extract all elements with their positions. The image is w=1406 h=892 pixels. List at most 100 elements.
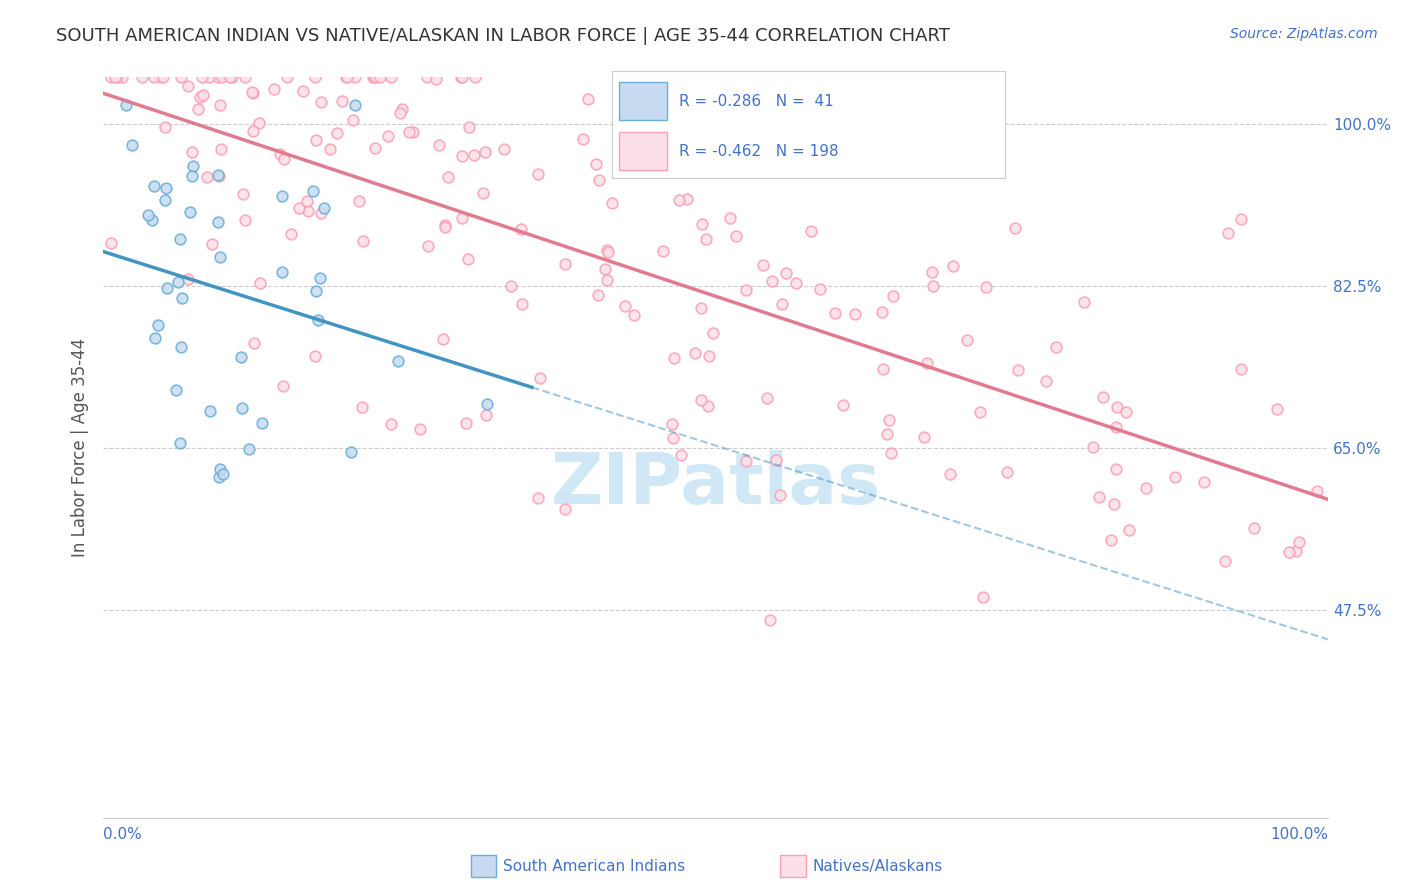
Point [586, 288, 609, 302]
Point [172, 291, 194, 305]
Point [1073, 295, 1095, 310]
Point [188, 90, 211, 104]
Point [595, 272, 617, 286]
Point [1230, 362, 1253, 376]
Point [271, 378, 294, 392]
Point [187, 103, 209, 117]
Point [212, 467, 235, 481]
Point [364, 70, 387, 85]
Point [761, 274, 783, 288]
Point [242, 336, 264, 351]
Point [389, 106, 412, 120]
Point [143, 178, 166, 193]
Point [270, 188, 292, 202]
Point [197, 70, 219, 85]
Point [1135, 481, 1157, 495]
Point [844, 307, 866, 321]
Point [207, 215, 229, 229]
Point [152, 70, 174, 85]
Point [363, 70, 385, 85]
Point [221, 70, 243, 85]
Point [554, 502, 576, 516]
Point [429, 137, 451, 152]
Point [288, 201, 311, 215]
Point [1107, 400, 1129, 414]
Point [409, 422, 432, 436]
Point [697, 349, 720, 363]
Point [1088, 490, 1111, 504]
Point [747, 128, 769, 143]
Point [668, 193, 690, 207]
Point [307, 312, 329, 326]
Point [208, 98, 231, 112]
Point [330, 94, 353, 108]
Point [1305, 484, 1327, 499]
Point [872, 305, 894, 319]
Point [770, 297, 793, 311]
Point [690, 393, 713, 408]
Point [1164, 469, 1187, 483]
Point [600, 196, 623, 211]
Point [415, 70, 437, 85]
Point [765, 453, 787, 467]
Point [995, 465, 1018, 479]
Point [208, 169, 231, 183]
Point [309, 270, 332, 285]
Point [697, 399, 720, 413]
Point [1045, 340, 1067, 354]
Point [146, 318, 169, 333]
Point [249, 276, 271, 290]
Text: 100.0%: 100.0% [1270, 827, 1329, 842]
Point [201, 236, 224, 251]
Point [456, 416, 478, 430]
Point [401, 125, 423, 139]
Point [181, 159, 204, 173]
Point [451, 149, 474, 163]
Point [335, 70, 357, 85]
Point [614, 299, 637, 313]
Point [572, 132, 595, 146]
Point [309, 95, 332, 109]
Point [208, 469, 231, 483]
Point [169, 232, 191, 246]
Point [238, 442, 260, 456]
Text: South American Indians: South American Indians [503, 859, 686, 873]
Point [1104, 497, 1126, 511]
Point [136, 208, 159, 222]
Point [143, 331, 166, 345]
Point [437, 169, 460, 184]
Point [336, 70, 359, 85]
Point [209, 462, 232, 476]
Point [418, 238, 440, 252]
Point [352, 400, 374, 414]
Point [499, 279, 522, 293]
Point [191, 70, 214, 85]
Point [457, 252, 479, 266]
Point [368, 70, 391, 85]
Point [380, 70, 402, 85]
Point [319, 142, 342, 156]
Point [292, 84, 315, 98]
Point [302, 184, 325, 198]
Point [1243, 521, 1265, 535]
Point [1230, 212, 1253, 227]
Point [595, 261, 617, 276]
Point [304, 70, 326, 85]
Point [759, 613, 782, 627]
Point [475, 409, 498, 423]
Point [912, 429, 935, 443]
Point [342, 113, 364, 128]
Point [311, 206, 333, 220]
Point [724, 229, 747, 244]
Point [363, 70, 385, 85]
Point [756, 391, 779, 405]
Point [153, 120, 176, 134]
Point [387, 354, 409, 368]
Point [432, 332, 454, 346]
Point [250, 416, 273, 430]
Text: R = -0.286   N =  41: R = -0.286 N = 41 [679, 94, 834, 109]
Point [768, 488, 790, 502]
Point [662, 431, 685, 445]
Point [211, 70, 233, 85]
Point [433, 219, 456, 234]
